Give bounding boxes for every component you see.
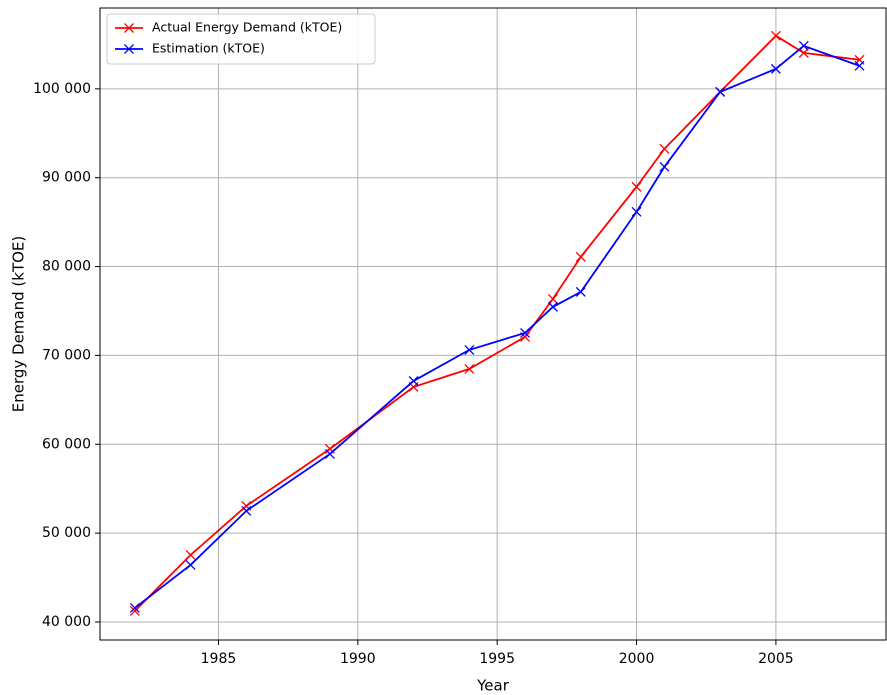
marker [324, 448, 335, 459]
y-tick-label: 60 000 [42, 436, 91, 452]
marker [575, 251, 586, 262]
marker [547, 301, 558, 312]
x-tick-label: 2000 [619, 651, 655, 667]
y-tick-label: 80 000 [42, 259, 91, 275]
y-tick-label: 40 000 [42, 614, 91, 630]
marker [464, 344, 475, 355]
plot-frame [99, 7, 887, 641]
x-tick-label: 2005 [758, 651, 794, 667]
x-tick-label: 1985 [201, 651, 237, 667]
marker [575, 286, 586, 297]
marker [631, 181, 642, 192]
marker [185, 559, 196, 570]
marker [129, 605, 140, 616]
marker [185, 550, 196, 560]
legend-marker [124, 23, 134, 33]
marker [770, 30, 781, 41]
marker [854, 60, 865, 71]
marker [520, 327, 531, 338]
marker [631, 206, 642, 217]
y-axis-label: Energy Demand (kTOE) [10, 236, 28, 413]
y-tick-label: 100 000 [33, 81, 91, 97]
marker [798, 40, 809, 51]
marker [798, 47, 809, 58]
y-tick-label: 90 000 [42, 170, 91, 186]
legend [106, 13, 376, 65]
marker [241, 505, 252, 516]
y-tick-label: 50 000 [42, 525, 91, 541]
legend-label: Actual Energy Demand (kTOE) [152, 20, 342, 35]
marker [547, 293, 558, 304]
legend-label: Estimation (kTOE) [152, 41, 265, 56]
y-tick-label: 70 000 [42, 347, 91, 363]
marker [464, 363, 475, 374]
marker [129, 602, 140, 613]
x-axis-label: Year [476, 677, 510, 695]
x-tick-label: 1990 [340, 651, 376, 667]
marker [770, 63, 781, 74]
marker [659, 143, 670, 154]
legend-marker [124, 44, 134, 54]
marker [659, 161, 670, 172]
marker [408, 375, 419, 386]
marker [715, 86, 726, 97]
x-tick-label: 1995 [479, 651, 515, 667]
